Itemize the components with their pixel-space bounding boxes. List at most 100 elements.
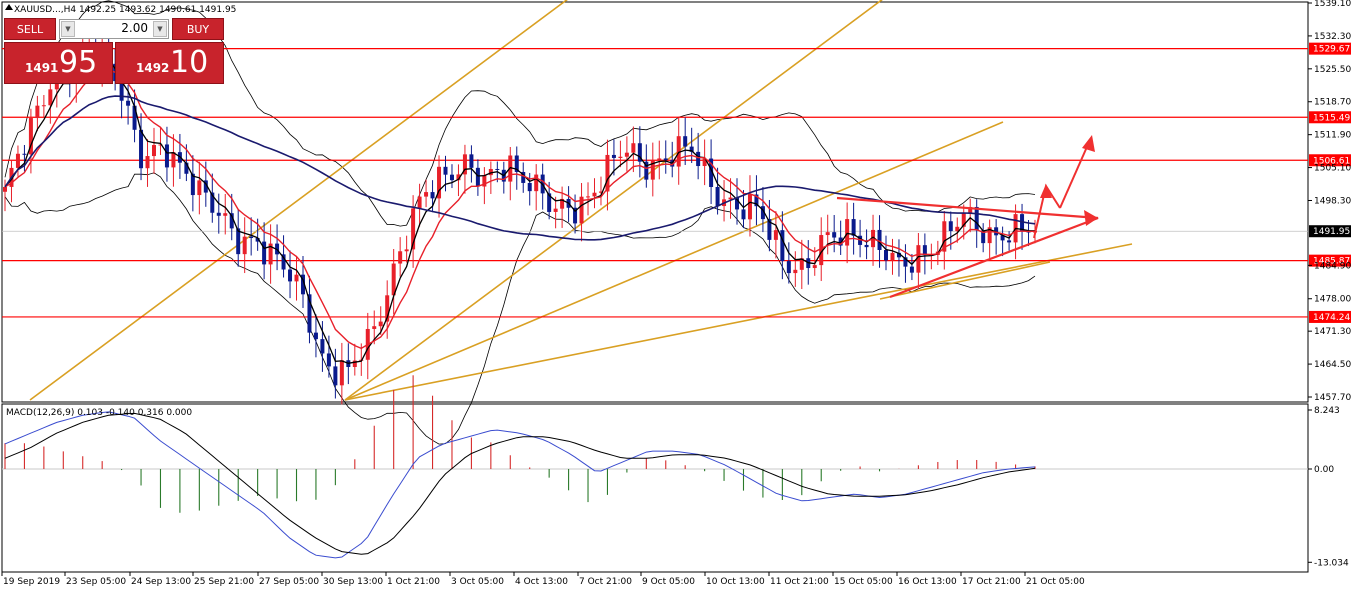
candle-bull <box>799 258 804 270</box>
candle-bear <box>210 192 215 213</box>
candle-bull <box>158 144 163 146</box>
trend-line[interactable] <box>344 0 895 401</box>
candle-bear <box>754 194 759 207</box>
forecast-breakout-line[interactable] <box>1059 139 1091 209</box>
price-axis-label: 1457.70 <box>1314 393 1351 403</box>
time-axis-label: 17 Oct 21:00 <box>962 577 1021 587</box>
candle-bear <box>22 153 27 155</box>
candle-bull <box>702 158 707 167</box>
time-axis-label: 1 Oct 21:00 <box>387 577 440 587</box>
macd-plot-frame <box>1 403 1309 573</box>
candle-bear <box>683 136 688 147</box>
candle-bear <box>644 161 649 180</box>
buy-button[interactable]: BUY <box>172 18 224 40</box>
candle-bull <box>650 160 655 180</box>
candle-bull <box>378 321 383 327</box>
level-price-label: 1474.24 <box>1313 313 1350 323</box>
candle-bear <box>262 241 267 265</box>
candle-bear <box>735 197 740 210</box>
sell-price-button[interactable]: 1491 95 <box>4 42 113 84</box>
candle-bull <box>845 219 850 246</box>
candle-bull <box>624 152 629 157</box>
trend-line[interactable] <box>344 243 1133 401</box>
sell-button[interactable]: SELL <box>4 18 56 40</box>
macd-axis-label: -13.034 <box>1314 558 1349 568</box>
lot-increase-icon[interactable]: ▼ <box>153 21 167 37</box>
arrow-head-icon <box>1084 210 1098 226</box>
candle-bull <box>579 196 584 224</box>
candle-bear <box>514 155 519 172</box>
candle-bull <box>961 213 966 227</box>
candle-bull <box>424 192 429 197</box>
candle-bear <box>430 192 435 199</box>
lot-size-field[interactable]: ▼ 2.00 ▼ <box>59 19 169 39</box>
one-click-trading-panel: SELL ▼ 2.00 ▼ BUY 1491 95 1492 10 <box>4 18 224 84</box>
candle-bear <box>689 146 694 152</box>
candle-bear <box>767 219 772 240</box>
candle-bear <box>896 252 901 258</box>
candle-bull <box>385 295 390 322</box>
lot-decrease-icon[interactable]: ▼ <box>61 21 75 37</box>
candle-bull <box>41 105 46 107</box>
candle-bear <box>547 193 552 212</box>
candle-bull <box>728 197 733 200</box>
candle-bear <box>139 129 144 169</box>
price-axis-label: 1484.90 <box>1314 261 1351 271</box>
time-axis-label: 15 Oct 05:00 <box>834 577 893 587</box>
level-price-tag <box>1309 254 1351 267</box>
trend-line[interactable] <box>29 0 580 401</box>
candle-bull <box>955 226 960 232</box>
candle-bear <box>469 154 474 168</box>
candle-bear <box>320 339 325 354</box>
candle-bull <box>987 227 992 244</box>
candle-bear <box>300 274 305 295</box>
candle-bear <box>832 232 837 238</box>
candle-bear <box>780 230 785 262</box>
candle-bull <box>942 221 947 252</box>
price-axis-label: 1498.30 <box>1314 196 1351 206</box>
candle-bull <box>890 252 895 261</box>
candle-bear <box>741 209 746 220</box>
candle-bull <box>223 213 228 216</box>
level-price-tag <box>1309 310 1351 323</box>
candle-bull <box>586 196 591 198</box>
candle-bear <box>281 254 286 270</box>
candle-bull <box>171 152 176 168</box>
price-axis-label: 1471.30 <box>1314 327 1351 337</box>
time-axis-label: 27 Sep 05:00 <box>259 577 319 587</box>
level-price-label: 1506.61 <box>1313 156 1350 166</box>
candle-bull <box>676 136 681 167</box>
candle-bull <box>352 360 357 367</box>
candle-bear <box>637 143 642 162</box>
price-axis-label: 1511.90 <box>1314 131 1351 141</box>
candle-bull <box>657 158 662 161</box>
candle-bear <box>948 221 953 232</box>
candle-bear <box>126 100 131 106</box>
level-price-label: 1529.67 <box>1313 45 1350 55</box>
trend-line[interactable] <box>879 261 1051 300</box>
candle-bear <box>475 167 480 187</box>
arrow-head-icon <box>1040 184 1052 198</box>
candle-bull <box>242 236 247 255</box>
candle-bull <box>793 269 798 274</box>
candle-bull <box>605 154 610 192</box>
price-axis-label: 1518.70 <box>1314 98 1351 108</box>
level-price-tag <box>1309 154 1351 167</box>
candle-bear <box>1007 240 1012 243</box>
candle-bull <box>398 251 403 264</box>
time-axis-label: 19 Sep 2019 <box>3 577 60 587</box>
candle-bull <box>819 235 824 266</box>
candle-bear <box>922 245 927 256</box>
level-price-label: 1515.49 <box>1313 113 1350 123</box>
candle-bear <box>573 207 578 224</box>
time-axis-label: 7 Oct 21:00 <box>579 577 632 587</box>
candle-bull <box>391 263 396 296</box>
candle-bear <box>216 212 221 216</box>
candle-bear <box>164 144 169 168</box>
candle-bear <box>119 81 124 101</box>
candle-bear <box>449 174 454 181</box>
buy-price-button[interactable]: 1492 10 <box>115 42 224 84</box>
candle-bear <box>236 228 241 255</box>
candle-bear <box>786 261 791 274</box>
